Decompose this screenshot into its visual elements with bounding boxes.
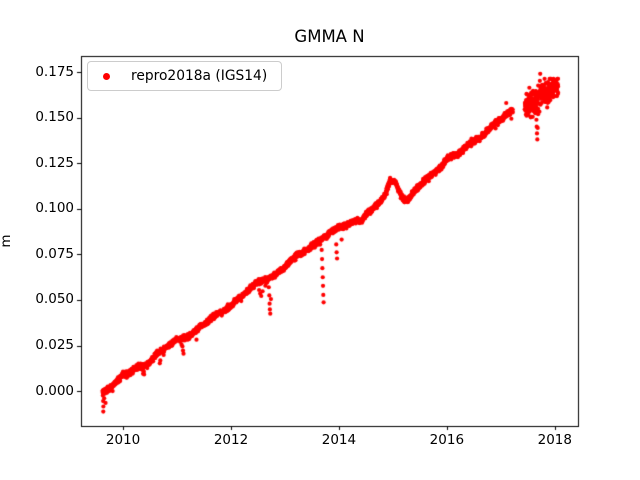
x-tick-label: 2012 [213,432,249,448]
y-tick-label: 0.175 [35,63,74,80]
x-tick-label: 2014 [321,432,357,448]
x-tick-label: 2016 [429,432,465,448]
y-tick-label: 0.100 [35,200,74,217]
y-tick-label: 0.150 [35,109,74,126]
y-tick-label: 0.075 [35,245,74,262]
y-tick-label: 0.050 [35,291,74,308]
y-tick-label: 0.025 [35,337,74,354]
x-tick-label: 2010 [105,432,141,448]
y-tick-label: 0.125 [35,154,74,171]
chart-title: GMMA N [294,27,365,46]
legend-series-label: repro2018a (IGS14) [131,68,268,84]
x-tick-label: 2018 [537,432,572,448]
y-tick-label: 0.000 [35,382,74,399]
legend-marker-dot [103,72,110,80]
y-axis-label: m [0,211,14,271]
legend: repro2018a (IGS14) [87,61,283,91]
